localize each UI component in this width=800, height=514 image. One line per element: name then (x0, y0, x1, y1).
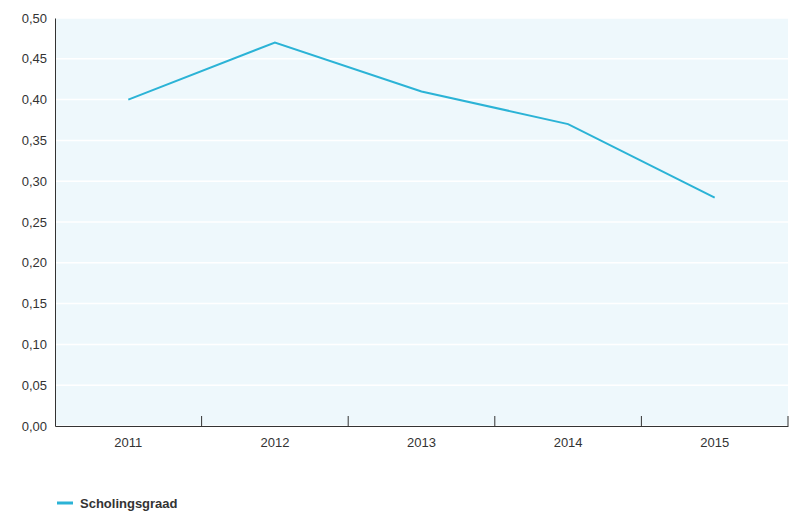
grid-line (55, 180, 788, 182)
y-tick-label: 0,50 (22, 11, 47, 26)
y-tick-label: 0,05 (22, 378, 47, 393)
x-tick: 2011 (114, 426, 142, 450)
plot: 0,00 0,05 0,10 0,15 0,20 0,25 0,30 0,35 0,40 0,45… (22, 11, 789, 451)
grid-line (55, 58, 788, 60)
x-tick: 2012 (260, 426, 289, 450)
x-tick-label: 2011 (114, 435, 142, 450)
y-tick-label: 0,45 (22, 51, 47, 66)
grid (55, 18, 788, 426)
x-axis: 2011 2012 2013 2014 2015 (56, 426, 789, 450)
y-tick-label: 0,10 (22, 337, 47, 352)
x-tick: 2015 (700, 426, 729, 450)
y-tick-label: 0,40 (22, 92, 47, 107)
y-tick-label: 0,35 (22, 133, 47, 148)
grid-line (55, 344, 788, 346)
x-axis-line (56, 426, 789, 427)
grid-line (55, 425, 788, 427)
x-tick-label: 2014 (554, 435, 583, 450)
x-tick: 2013 (407, 426, 436, 450)
x-tick-label: 2012 (260, 435, 289, 450)
x-tick-label: 2015 (700, 435, 729, 450)
grid-line (55, 262, 788, 264)
y-tick: 0,50 (22, 11, 55, 26)
y-tick: 0,35 (22, 133, 55, 148)
y-tick-label: 0,25 (22, 215, 47, 230)
y-axis-line (55, 19, 56, 427)
x-boundary-tick (494, 416, 495, 426)
grid-line (55, 384, 788, 386)
y-tick: 0,45 (22, 51, 55, 66)
y-tick-label: 0,20 (22, 255, 47, 270)
x-boundary-tick (641, 416, 642, 426)
grid-line (55, 17, 788, 19)
y-tick: 0,15 (22, 296, 55, 311)
grid-line (55, 303, 788, 305)
legend-swatch (57, 502, 73, 505)
legend-label: Scholingsgraad (80, 496, 178, 511)
x-boundary-tick (348, 416, 349, 426)
x-tick-label: 2013 (407, 435, 436, 450)
x-boundary-tick (201, 416, 202, 426)
y-axis: 0,00 0,05 0,10 0,15 0,20 0,25 0,30 0,35 0,40 0,45… (22, 11, 56, 434)
legend-item: Scholingsgraad (57, 496, 178, 511)
y-tick: 0,40 (22, 92, 55, 107)
chart: 0,00 0,05 0,10 0,15 0,20 0,25 0,30 0,35 0,40 0,45… (0, 0, 800, 514)
y-tick: 0,25 (22, 215, 55, 230)
plot-background (55, 18, 788, 426)
x-tick: 2014 (554, 426, 583, 450)
grid-line (55, 221, 788, 223)
legend: Scholingsgraad (57, 496, 178, 511)
series-group (128, 42, 714, 197)
line (128, 42, 714, 197)
y-tick: 0,20 (22, 255, 55, 270)
y-tick-label: 0,15 (22, 296, 47, 311)
x-boundary-tick (788, 416, 789, 426)
grid-line (55, 140, 788, 142)
y-tick: 0,10 (22, 337, 55, 352)
grid-line (55, 99, 788, 101)
y-tick-label: 0,00 (22, 419, 47, 434)
y-tick: 0,30 (22, 174, 55, 189)
y-tick-label: 0,30 (22, 174, 47, 189)
y-tick: 0,05 (22, 378, 55, 393)
y-tick: 0,00 (22, 419, 55, 434)
x-boundary-ticks (202, 416, 788, 426)
